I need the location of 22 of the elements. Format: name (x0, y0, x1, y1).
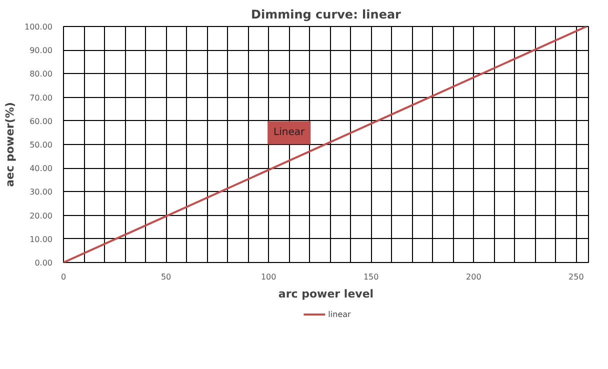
y-tick-label: 0.00 (34, 258, 52, 268)
x-tick-label: 250 (568, 272, 584, 282)
y-tick-label: 20.00 (30, 211, 53, 220)
annotation: Linear (274, 127, 306, 138)
y-tick-label: 90.00 (30, 46, 53, 56)
y-tick-label: 30.00 (30, 188, 53, 197)
y-tick-label: 10.00 (30, 234, 53, 244)
y-tick-label: 40.00 (30, 164, 53, 174)
x-tick-label: 0 (60, 272, 66, 282)
legend-label: linear (328, 309, 351, 319)
x-axis-title: arc power level (278, 288, 374, 300)
y-tick-label: 50.00 (30, 140, 53, 150)
x-tick-label: 200 (466, 272, 482, 282)
y-tick-label: 70.00 (30, 93, 53, 102)
y-tick-label: 80.00 (30, 70, 53, 79)
y-tick-label: 100.00 (24, 22, 53, 32)
x-tick-label: 50 (160, 272, 172, 282)
x-tick-label: 150 (363, 272, 379, 282)
y-tick-label: 60.00 (30, 116, 53, 126)
chart-title: Dimming curve: linear (251, 8, 402, 22)
y-axis-title: aec power(%) (4, 102, 17, 187)
x-tick-label: 100 (260, 272, 276, 282)
